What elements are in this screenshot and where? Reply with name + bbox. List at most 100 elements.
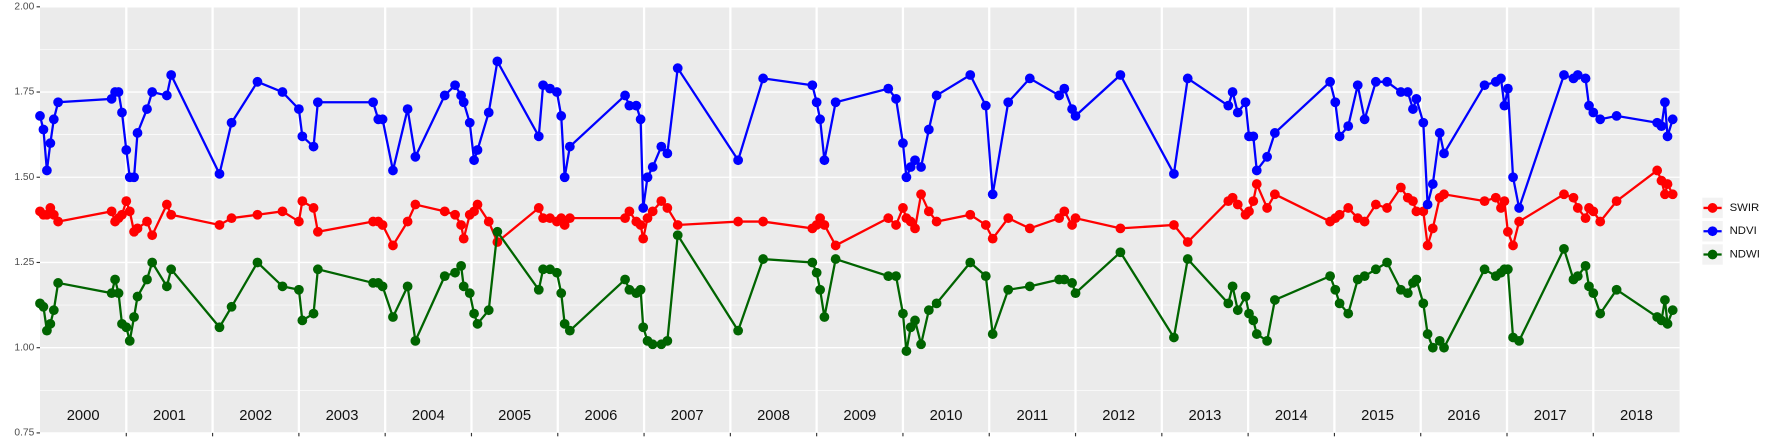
data-point — [1502, 264, 1513, 275]
data-point — [377, 281, 388, 292]
data-point — [1343, 308, 1354, 319]
legend-point — [1707, 203, 1718, 213]
data-point — [1003, 97, 1014, 108]
data-point — [214, 220, 225, 230]
data-point — [910, 223, 920, 234]
data-point — [312, 97, 323, 108]
legend-label: SWIR — [1730, 202, 1760, 214]
data-point — [293, 216, 304, 227]
data-point — [308, 141, 319, 152]
data-point — [552, 87, 562, 97]
data-point — [166, 209, 177, 220]
data-point — [1232, 305, 1243, 316]
data-point — [1370, 264, 1381, 275]
data-point — [147, 257, 158, 268]
data-point — [312, 264, 323, 275]
data-point — [132, 128, 143, 138]
data-point — [987, 189, 998, 200]
data-point — [214, 322, 225, 333]
data-point — [1343, 203, 1354, 213]
data-point — [1502, 83, 1513, 94]
data-point — [458, 281, 469, 292]
data-point — [1662, 131, 1673, 142]
data-point — [980, 100, 991, 111]
data-point — [533, 284, 544, 295]
data-point — [166, 70, 177, 80]
data-point — [1572, 203, 1583, 213]
data-point — [931, 216, 942, 227]
data-point — [297, 131, 308, 142]
data-point — [1223, 100, 1234, 111]
data-point — [638, 233, 649, 244]
data-point — [469, 155, 479, 166]
data-point — [53, 278, 64, 288]
data-point — [552, 267, 562, 278]
data-point — [45, 138, 56, 149]
data-point — [106, 206, 117, 217]
year-label: 2013 — [1189, 408, 1222, 424]
data-point — [564, 213, 575, 224]
data-point — [923, 124, 934, 135]
data-point — [450, 209, 460, 220]
data-point — [1660, 189, 1670, 200]
data-point — [402, 104, 413, 114]
year-label: 2011 — [1017, 408, 1049, 424]
data-point — [117, 209, 127, 220]
data-point — [1251, 329, 1262, 339]
data-point — [556, 111, 567, 121]
data-point — [815, 114, 825, 125]
data-point — [891, 271, 901, 281]
data-point — [1580, 260, 1591, 271]
data-point — [1024, 281, 1035, 292]
data-point — [377, 220, 388, 230]
data-point — [923, 206, 934, 217]
data-point — [293, 104, 304, 114]
data-point — [1269, 189, 1280, 200]
data-point — [368, 97, 378, 108]
data-point — [965, 257, 976, 268]
data-point — [987, 233, 998, 244]
year-label: 2016 — [1447, 408, 1480, 424]
data-point — [538, 213, 548, 224]
data-point — [662, 335, 673, 346]
data-point — [635, 114, 646, 125]
legend-point — [1707, 249, 1718, 260]
data-point — [464, 117, 475, 128]
data-point — [35, 111, 45, 121]
data-point — [1439, 148, 1449, 159]
data-point — [1588, 206, 1599, 217]
year-label: 2012 — [1102, 408, 1135, 424]
data-point — [492, 226, 503, 237]
data-point — [1059, 274, 1070, 285]
data-point — [1588, 288, 1599, 299]
data-point — [1559, 189, 1569, 200]
data-point — [1248, 131, 1259, 142]
data-point — [142, 216, 152, 227]
data-point — [1508, 172, 1518, 183]
data-point — [830, 97, 841, 108]
data-point — [1611, 111, 1622, 121]
data-point — [819, 155, 830, 166]
data-point — [923, 305, 934, 316]
data-point — [916, 162, 926, 172]
data-point — [48, 305, 59, 316]
data-point — [1054, 90, 1065, 101]
data-point — [642, 213, 653, 224]
data-point — [620, 90, 630, 101]
data-point — [1667, 189, 1678, 200]
data-point — [635, 220, 646, 230]
data-point — [1269, 128, 1280, 138]
data-point — [458, 233, 469, 244]
data-point — [293, 284, 304, 295]
data-point — [1382, 76, 1392, 87]
data-point — [1182, 73, 1193, 84]
data-point — [883, 271, 894, 281]
data-point — [819, 220, 830, 230]
legend-point — [1707, 226, 1718, 237]
data-point — [1334, 298, 1345, 309]
data-point — [1595, 114, 1606, 125]
data-point — [1059, 83, 1070, 94]
data-point — [129, 172, 139, 183]
data-point — [1169, 220, 1179, 230]
data-point — [1479, 196, 1490, 207]
